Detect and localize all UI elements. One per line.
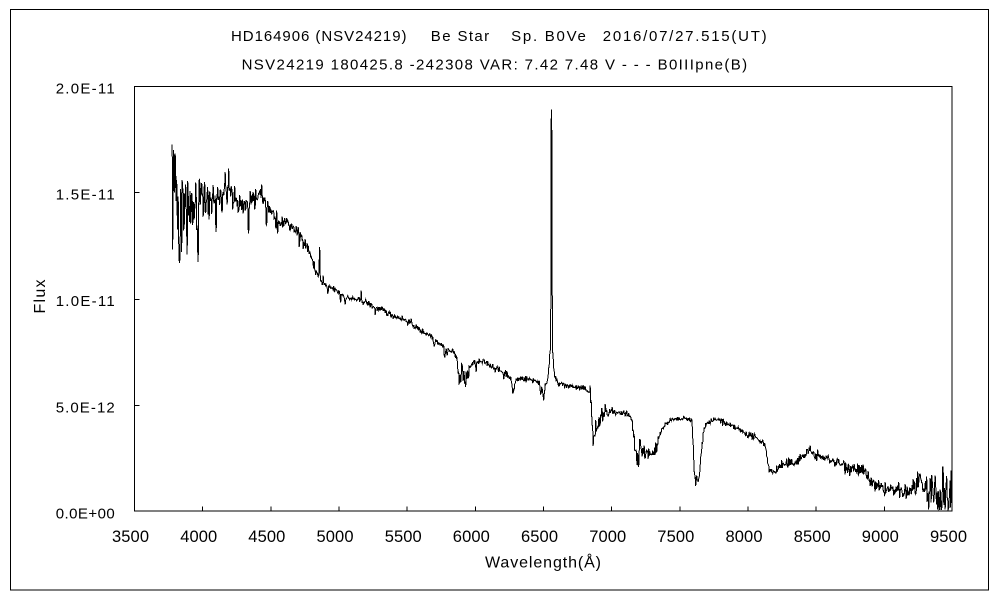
svg-text:8000: 8000 xyxy=(726,528,763,546)
svg-text:2016/07/27.515(UT): 2016/07/27.515(UT) xyxy=(603,28,767,45)
svg-text:1.0E-11: 1.0E-11 xyxy=(56,293,115,310)
svg-text:0.0E+00: 0.0E+00 xyxy=(56,506,115,523)
svg-text:Flux: Flux xyxy=(32,280,49,314)
svg-text:Wavelength(Å): Wavelength(Å) xyxy=(485,553,601,572)
svg-text:1.5E-11: 1.5E-11 xyxy=(56,187,115,204)
svg-text:5.0E-12: 5.0E-12 xyxy=(56,400,115,417)
svg-text:2.0E-11: 2.0E-11 xyxy=(56,81,115,98)
svg-text:7000: 7000 xyxy=(589,528,626,546)
svg-text:4500: 4500 xyxy=(248,528,285,546)
svg-text:6500: 6500 xyxy=(521,528,558,546)
svg-text:Be Star: Be Star xyxy=(431,28,489,45)
svg-text:5500: 5500 xyxy=(385,528,422,546)
svg-text:8500: 8500 xyxy=(794,528,831,546)
svg-text:5000: 5000 xyxy=(317,528,354,546)
svg-text:4000: 4000 xyxy=(180,528,217,546)
svg-text:3500: 3500 xyxy=(112,528,149,546)
svg-text:6000: 6000 xyxy=(453,528,490,546)
svg-text:9000: 9000 xyxy=(862,528,899,546)
svg-text:NSV24219 180425.8 -242308 VAR:: NSV24219 180425.8 -242308 VAR: 7.42 7.48… xyxy=(242,57,748,74)
svg-text:HD164906 (NSV24219): HD164906 (NSV24219) xyxy=(231,28,407,45)
svg-text:7500: 7500 xyxy=(657,528,694,546)
svg-text:9500: 9500 xyxy=(930,528,967,546)
svg-text:Sp. B0Ve: Sp. B0Ve xyxy=(511,28,586,45)
